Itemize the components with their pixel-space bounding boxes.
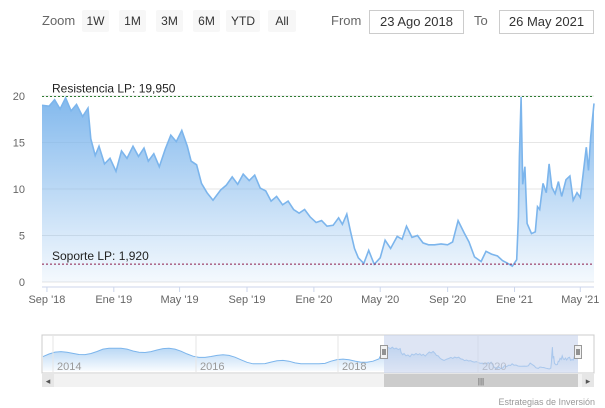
y-tick-label: 10 [13,184,25,196]
navigator-selection[interactable] [384,335,578,373]
support-label: Soporte LP: 1,920 [52,249,149,263]
arrow-left-icon: ◂ [46,377,51,387]
zoom-all-button[interactable]: All [268,10,296,32]
scroll-right-button[interactable] [582,374,594,387]
zoom-1w-button[interactable]: 1W [82,10,109,32]
navigator-year-label: 2016 [200,361,224,373]
x-tick-label: Sep '20 [429,294,466,306]
zoom-3m-button[interactable]: 3M [156,10,183,32]
y-tick-label: 0 [19,277,25,289]
y-tick-label: 5 [19,231,25,243]
navigator-year-label: 2014 [57,361,81,373]
navigator-left-handle[interactable] [380,345,388,359]
plot-lines: Resistencia LP: 19,950 Soporte LP: 1,920 [42,81,594,265]
y-tick-label: 15 [13,138,25,150]
scrollbar-grip-icon: ||| [478,377,484,386]
x-tick-label: Sep '19 [229,294,266,306]
zoom-ytd-button[interactable]: YTD [226,10,260,32]
navigator: 2014201620182020 ||| ◂ ▸ [41,334,595,387]
credits-link[interactable]: Estrategias de Inversión [498,397,595,407]
x-tick-label: May '19 [160,294,198,306]
zoom-6m-button[interactable]: 6M [193,10,220,32]
range-selector: Zoom 1W 1M 3M 6M YTD All From 23 Ago 201… [0,0,605,44]
x-tick-label: May '21 [561,294,599,306]
x-axis: Sep '18 Ene '19 May '19 Sep '19 Ene '20 May '… [28,287,599,306]
navigator-year-label: 2018 [342,361,366,373]
x-tick-label: May '20 [361,294,399,306]
navigator-right-handle[interactable] [574,345,582,359]
zoom-1m-button[interactable]: 1M [119,10,146,32]
arrow-right-icon: ▸ [586,377,591,387]
x-tick-label: Ene '20 [295,294,332,306]
from-label: From [331,13,362,28]
to-label: To [474,13,488,28]
to-date-input[interactable]: 26 May 2021 [499,10,594,34]
scroll-left-button[interactable] [42,374,54,387]
x-tick-label: Ene '19 [95,294,132,306]
resistance-label: Resistencia LP: 19,950 [52,81,176,95]
y-tick-label: 20 [13,91,25,103]
price-line [41,95,595,268]
zoom-label: Zoom [42,13,76,28]
from-date-input[interactable]: 23 Ago 2018 [369,10,464,34]
y-axis: 0 5 10 15 20 [13,91,25,289]
scrollbar-thumb[interactable] [384,374,578,387]
x-tick-label: Sep '18 [28,294,65,306]
price-area [42,96,594,283]
x-tick-label: Ene '21 [496,294,533,306]
